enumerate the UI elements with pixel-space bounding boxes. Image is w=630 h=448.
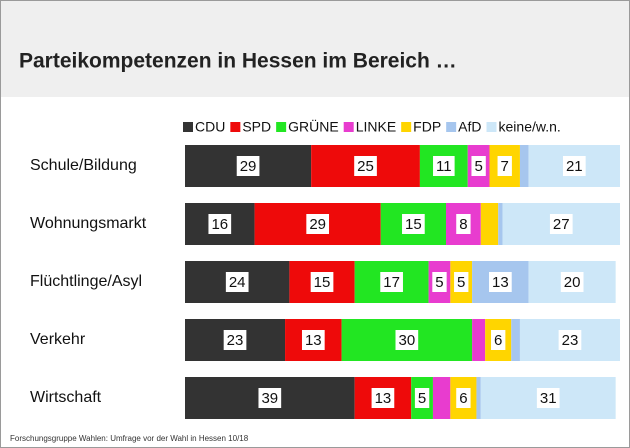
- bar-segment: [519, 145, 529, 187]
- data-label: 39: [261, 390, 278, 407]
- data-label-box: [236, 156, 260, 176]
- data-label-box: [432, 272, 447, 292]
- data-label-box: [306, 214, 330, 234]
- data-label-box: [402, 214, 425, 234]
- data-label: 5: [474, 158, 482, 175]
- data-label-box: [208, 214, 232, 234]
- data-label: 6: [494, 332, 502, 349]
- data-label: 25: [357, 158, 374, 175]
- legend-swatch: [276, 122, 287, 132]
- legend-swatch: [343, 122, 354, 132]
- data-label-box: [471, 156, 486, 176]
- data-label: 29: [240, 158, 257, 175]
- y-tick-label: Verkehr: [30, 331, 86, 348]
- data-label: 15: [314, 274, 331, 291]
- data-label: 5: [435, 274, 443, 291]
- data-label: 11: [436, 158, 452, 175]
- data-label-box: [301, 330, 325, 350]
- bar-segment: [472, 319, 486, 361]
- data-label: 8: [459, 216, 467, 233]
- data-label: 16: [211, 216, 228, 233]
- legend-label: GRÜNE: [288, 118, 339, 135]
- y-tick-label: Wirtschaft: [30, 389, 102, 406]
- legend-swatch: [486, 122, 497, 132]
- legend-swatch: [230, 122, 241, 132]
- y-tick-label: Flüchtlinge/Asyl: [30, 273, 142, 290]
- data-label: 30: [399, 332, 416, 349]
- data-label: 13: [375, 390, 392, 407]
- data-label-box: [225, 272, 249, 292]
- y-tick-label: Wohnungsmarkt: [30, 215, 147, 232]
- data-label: 27: [553, 216, 570, 233]
- data-label: 20: [564, 274, 581, 291]
- data-label: 21: [566, 158, 583, 175]
- data-label-box: [491, 330, 506, 350]
- legend-label: LINKE: [356, 119, 396, 135]
- data-label-box: [536, 388, 560, 408]
- source-note: Forschungsgruppe Wahlen: Umfrage vor der…: [10, 434, 249, 443]
- data-label-box: [258, 388, 282, 408]
- data-label-box: [223, 330, 247, 350]
- bar-segment: [476, 377, 481, 419]
- legend-swatch: [401, 122, 412, 132]
- legend-label: AfD: [458, 119, 481, 135]
- header-band: [1, 1, 629, 97]
- bar-segment: [432, 377, 451, 419]
- data-label: 6: [459, 390, 467, 407]
- data-label-box: [489, 272, 512, 292]
- legend-swatch: [446, 122, 457, 132]
- data-label-box: [562, 156, 586, 176]
- data-label-box: [414, 388, 430, 408]
- data-label-box: [497, 156, 512, 176]
- data-label: 29: [309, 216, 326, 233]
- data-label: 23: [562, 332, 579, 349]
- legend-label: keine/w.n.: [499, 119, 561, 135]
- data-label: 15: [405, 216, 422, 233]
- legend-swatch: [183, 122, 193, 132]
- data-label: 17: [383, 274, 400, 291]
- data-label-box: [380, 272, 403, 292]
- data-label-box: [549, 214, 573, 234]
- data-label: 7: [501, 158, 509, 175]
- bar-segment: [480, 203, 499, 245]
- data-label-box: [395, 330, 419, 350]
- bar-segment: [511, 319, 520, 361]
- data-label-box: [456, 388, 471, 408]
- legend-label: CDU: [195, 119, 225, 135]
- data-label-box: [354, 156, 377, 176]
- data-label-box: [454, 272, 469, 292]
- data-label-box: [433, 156, 455, 176]
- bar-segment: [498, 203, 503, 245]
- y-tick-label: Schule/Bildung: [30, 157, 137, 174]
- data-label: 31: [540, 390, 557, 407]
- data-label: 5: [457, 274, 465, 291]
- data-label: 13: [305, 332, 322, 349]
- data-label-box: [558, 330, 582, 350]
- data-label-box: [560, 272, 584, 292]
- legend-label: FDP: [413, 119, 441, 135]
- data-label-box: [371, 388, 395, 408]
- data-label: 24: [229, 274, 246, 291]
- data-label: 5: [418, 390, 426, 407]
- chart-title: Parteikompetenzen in Hessen im Bereich …: [19, 50, 457, 73]
- data-label: 13: [492, 274, 509, 291]
- data-label-box: [456, 214, 471, 234]
- data-label-box: [310, 272, 334, 292]
- data-label: 23: [227, 332, 244, 349]
- legend-label: SPD: [242, 119, 271, 135]
